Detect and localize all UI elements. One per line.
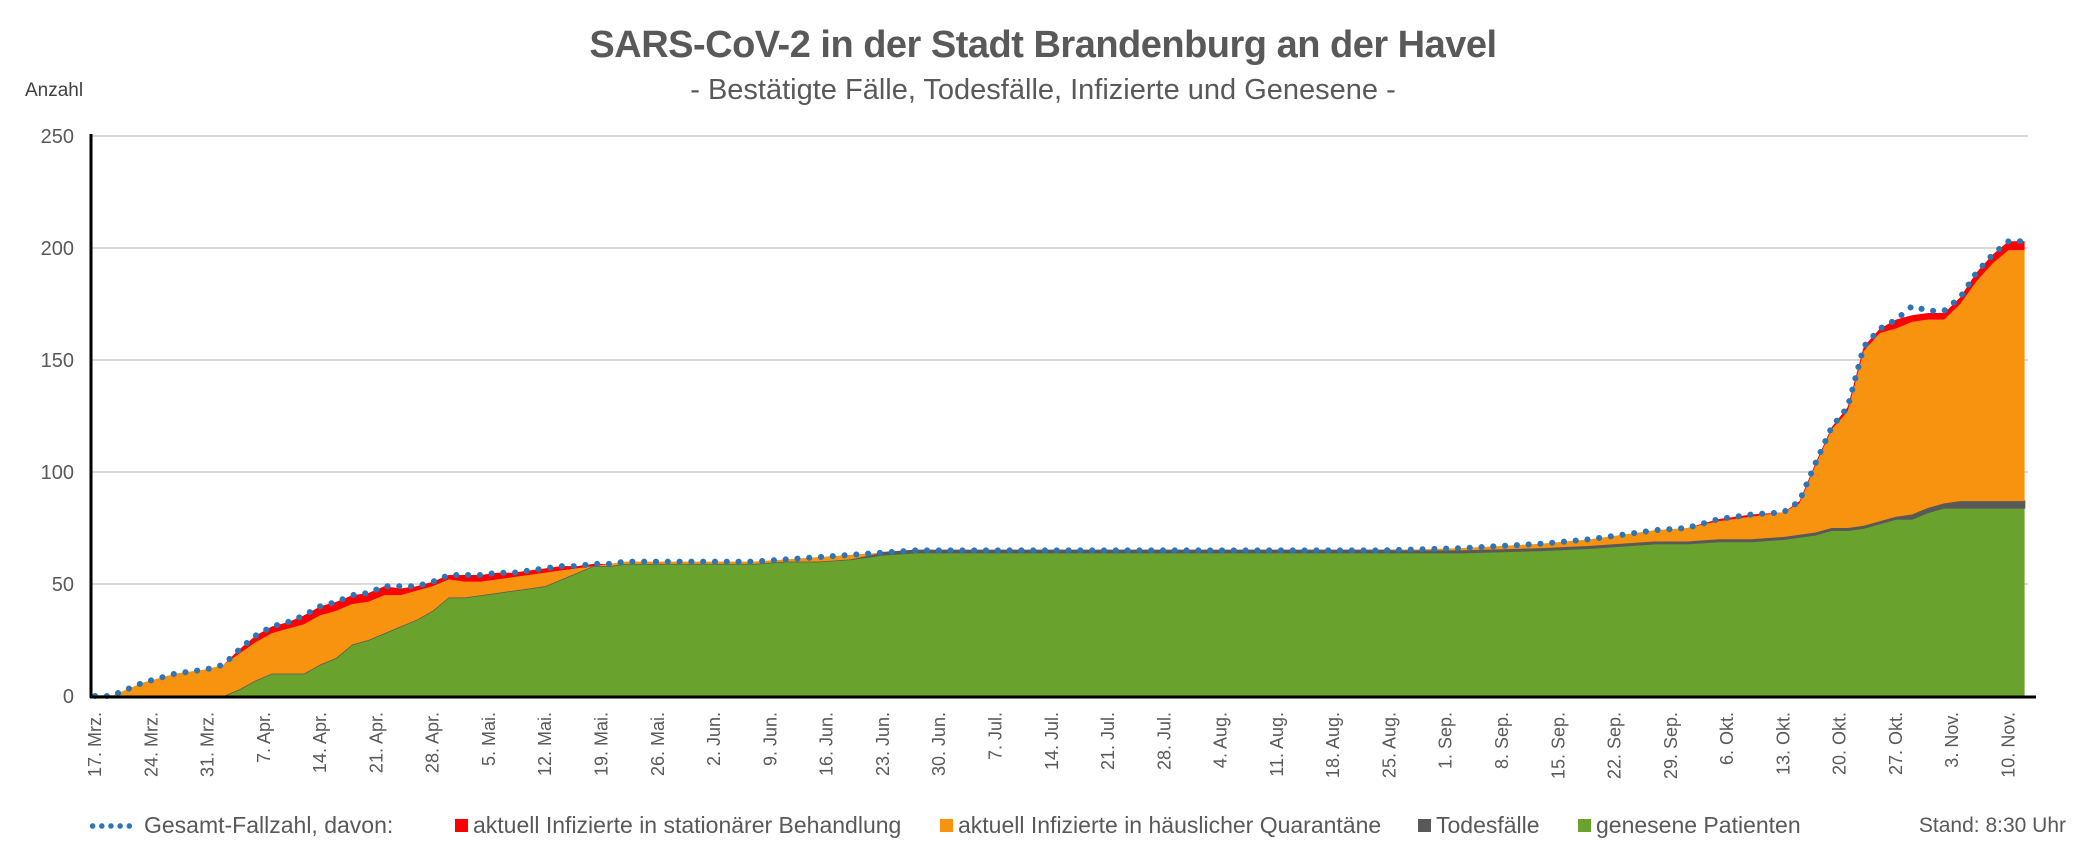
x-tick-label: 30. Jun.	[929, 712, 949, 776]
timestamp-note: Stand: 8:30 Uhr	[1918, 814, 2066, 837]
legend-label: genesene Patienten	[1596, 812, 1801, 838]
area-quarantine	[95, 250, 2025, 697]
x-tick-label: 20. Okt.	[1830, 712, 1850, 775]
legend-label: Gesamt-Fallzahl, davon:	[144, 812, 394, 838]
x-tick-label: 1. Sep.	[1436, 712, 1456, 769]
legend-label: aktuell Infizierte in häuslicher Quarant…	[958, 812, 1382, 838]
axes	[89, 134, 2036, 699]
x-tick-label: 8. Sep.	[1492, 712, 1512, 769]
x-tick-label: 9. Jun.	[760, 712, 780, 766]
x-tick-label: 29. Sep.	[1661, 712, 1681, 779]
legend-item-recovered: genesene Patienten	[1578, 812, 1801, 839]
x-tick-label: 18. Aug.	[1323, 712, 1343, 778]
x-tick-label: 6. Okt.	[1717, 712, 1737, 765]
legend-item-stationary: aktuell Infizierte in stationärer Behand…	[455, 812, 901, 839]
x-tick-label: 17. Mrz.	[85, 712, 105, 777]
x-tick-label: 27. Okt.	[1886, 712, 1906, 775]
x-tick-label: 31. Mrz.	[198, 712, 218, 777]
x-axis-ticks: 17. Mrz. 24. Mrz. 31. Mrz. 7. Apr. 14. Apr. 2…	[85, 712, 2019, 779]
legend-item-total: Gesamt-Fallzahl, davon:	[88, 812, 393, 839]
x-tick-label: 21. Jul.	[1098, 712, 1118, 770]
green-square-icon	[1578, 819, 1591, 832]
legend-label: Todesfälle	[1436, 812, 1540, 838]
gray-square-icon	[1418, 819, 1431, 832]
x-tick-label: 19. Mai.	[592, 712, 612, 776]
x-tick-label: 14. Apr.	[310, 712, 330, 773]
y-axis-label: Anzahl	[25, 80, 84, 101]
x-tick-label: 5. Mai.	[479, 712, 499, 766]
y-tick-label: 0	[63, 686, 74, 708]
x-tick-label: 26. Mai.	[648, 712, 668, 776]
chart-subtitle: - Bestätigte Fälle, Todesfälle, Infizier…	[690, 74, 1396, 106]
red-square-icon	[455, 819, 468, 832]
x-tick-label: 22. Sep.	[1605, 712, 1625, 779]
legend-item-deaths: Todesfälle	[1418, 812, 1540, 839]
x-tick-label: 16. Jun.	[817, 712, 837, 776]
x-tick-label: 23. Jun.	[873, 712, 893, 776]
orange-square-icon	[940, 819, 953, 832]
x-tick-label: 7. Jul.	[985, 712, 1005, 760]
x-tick-label: 21. Apr.	[366, 712, 386, 773]
y-tick-label: 150	[41, 350, 74, 372]
x-tick-label: 13. Okt.	[1773, 712, 1793, 775]
legend-label: aktuell Infizierte in stationärer Behand…	[473, 812, 902, 838]
x-tick-label: 25. Aug.	[1379, 712, 1399, 778]
y-tick-label: 100	[41, 462, 74, 484]
x-tick-label: 28. Apr.	[423, 712, 443, 773]
x-tick-label: 4. Aug.	[1211, 712, 1231, 768]
total-line-group	[92, 238, 2028, 699]
y-axis-ticks: 0 50 100 150 200 250	[41, 126, 74, 708]
x-tick-label: 15. Sep.	[1548, 712, 1568, 779]
x-tick-label: 14. Jul.	[1042, 712, 1062, 770]
legend-item-quarantine: aktuell Infizierte in häuslicher Quarant…	[940, 812, 1381, 839]
stacked-areas	[95, 241, 2026, 697]
total-cases-line	[92, 238, 2028, 699]
x-tick-label: 7. Apr.	[254, 712, 274, 763]
x-tick-label: 11. Aug.	[1267, 712, 1287, 777]
dotted-line-icon	[88, 822, 134, 829]
x-tick-label: 3. Nov.	[1942, 712, 1962, 768]
x-tick-label: 12. Mai.	[535, 712, 555, 776]
x-tick-label: 2. Jun.	[704, 712, 724, 766]
y-tick-label: 250	[41, 126, 74, 148]
x-tick-label: 28. Jul.	[1154, 712, 1174, 770]
area-recovered	[95, 507, 2025, 696]
y-tick-label: 50	[52, 574, 74, 596]
y-tick-label: 200	[41, 238, 74, 260]
x-tick-label: 24. Mrz.	[141, 712, 161, 777]
x-tick-label: 10. Nov.	[1999, 712, 2019, 778]
chart-title: SARS-CoV-2 in der Stadt Brandenburg an d…	[589, 24, 1497, 66]
